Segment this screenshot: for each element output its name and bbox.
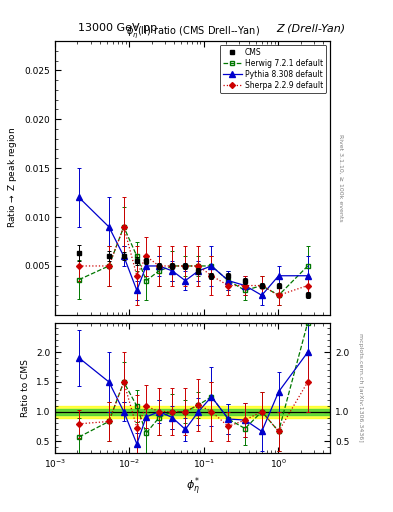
Bar	[55, 406, 330, 417]
Text: Z (Drell-Yan): Z (Drell-Yan)	[277, 23, 346, 33]
Text: 13000 GeV pp: 13000 GeV pp	[78, 23, 158, 33]
Title: $\phi^{*}_{\eta}$(ll) ratio (CMS Drell--Yan): $\phi^{*}_{\eta}$(ll) ratio (CMS Drell--…	[125, 24, 260, 41]
Y-axis label: mcplots.cern.ch [arXiv:1306.3436]: mcplots.cern.ch [arXiv:1306.3436]	[358, 333, 363, 442]
Bar	[55, 409, 330, 415]
Legend: CMS, Herwig 7.2.1 default, Pythia 8.308 default, Sherpa 2.2.9 default: CMS, Herwig 7.2.1 default, Pythia 8.308 …	[220, 45, 326, 93]
Y-axis label: Ratio$\rightarrow$ Z peak region: Ratio$\rightarrow$ Z peak region	[6, 127, 19, 228]
Y-axis label: Rivet 3.1.10, ≥ 100k events: Rivet 3.1.10, ≥ 100k events	[338, 134, 343, 222]
X-axis label: $\phi^{*}_{\eta}$: $\phi^{*}_{\eta}$	[185, 476, 200, 498]
Y-axis label: Ratio to CMS: Ratio to CMS	[21, 359, 30, 417]
